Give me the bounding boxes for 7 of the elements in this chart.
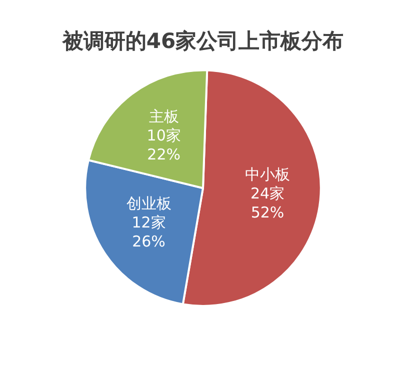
slice-label: 中小板	[245, 166, 290, 184]
slice-label: 创业板	[126, 194, 172, 213]
chart-title: 被调研的46家公司上市板分布	[61, 29, 344, 54]
slice-label: 主板	[148, 107, 179, 126]
data-label: 12家 26%	[132, 214, 166, 251]
data-label: 10家 22%	[146, 126, 181, 164]
data-label: 24家 52%	[250, 184, 285, 222]
